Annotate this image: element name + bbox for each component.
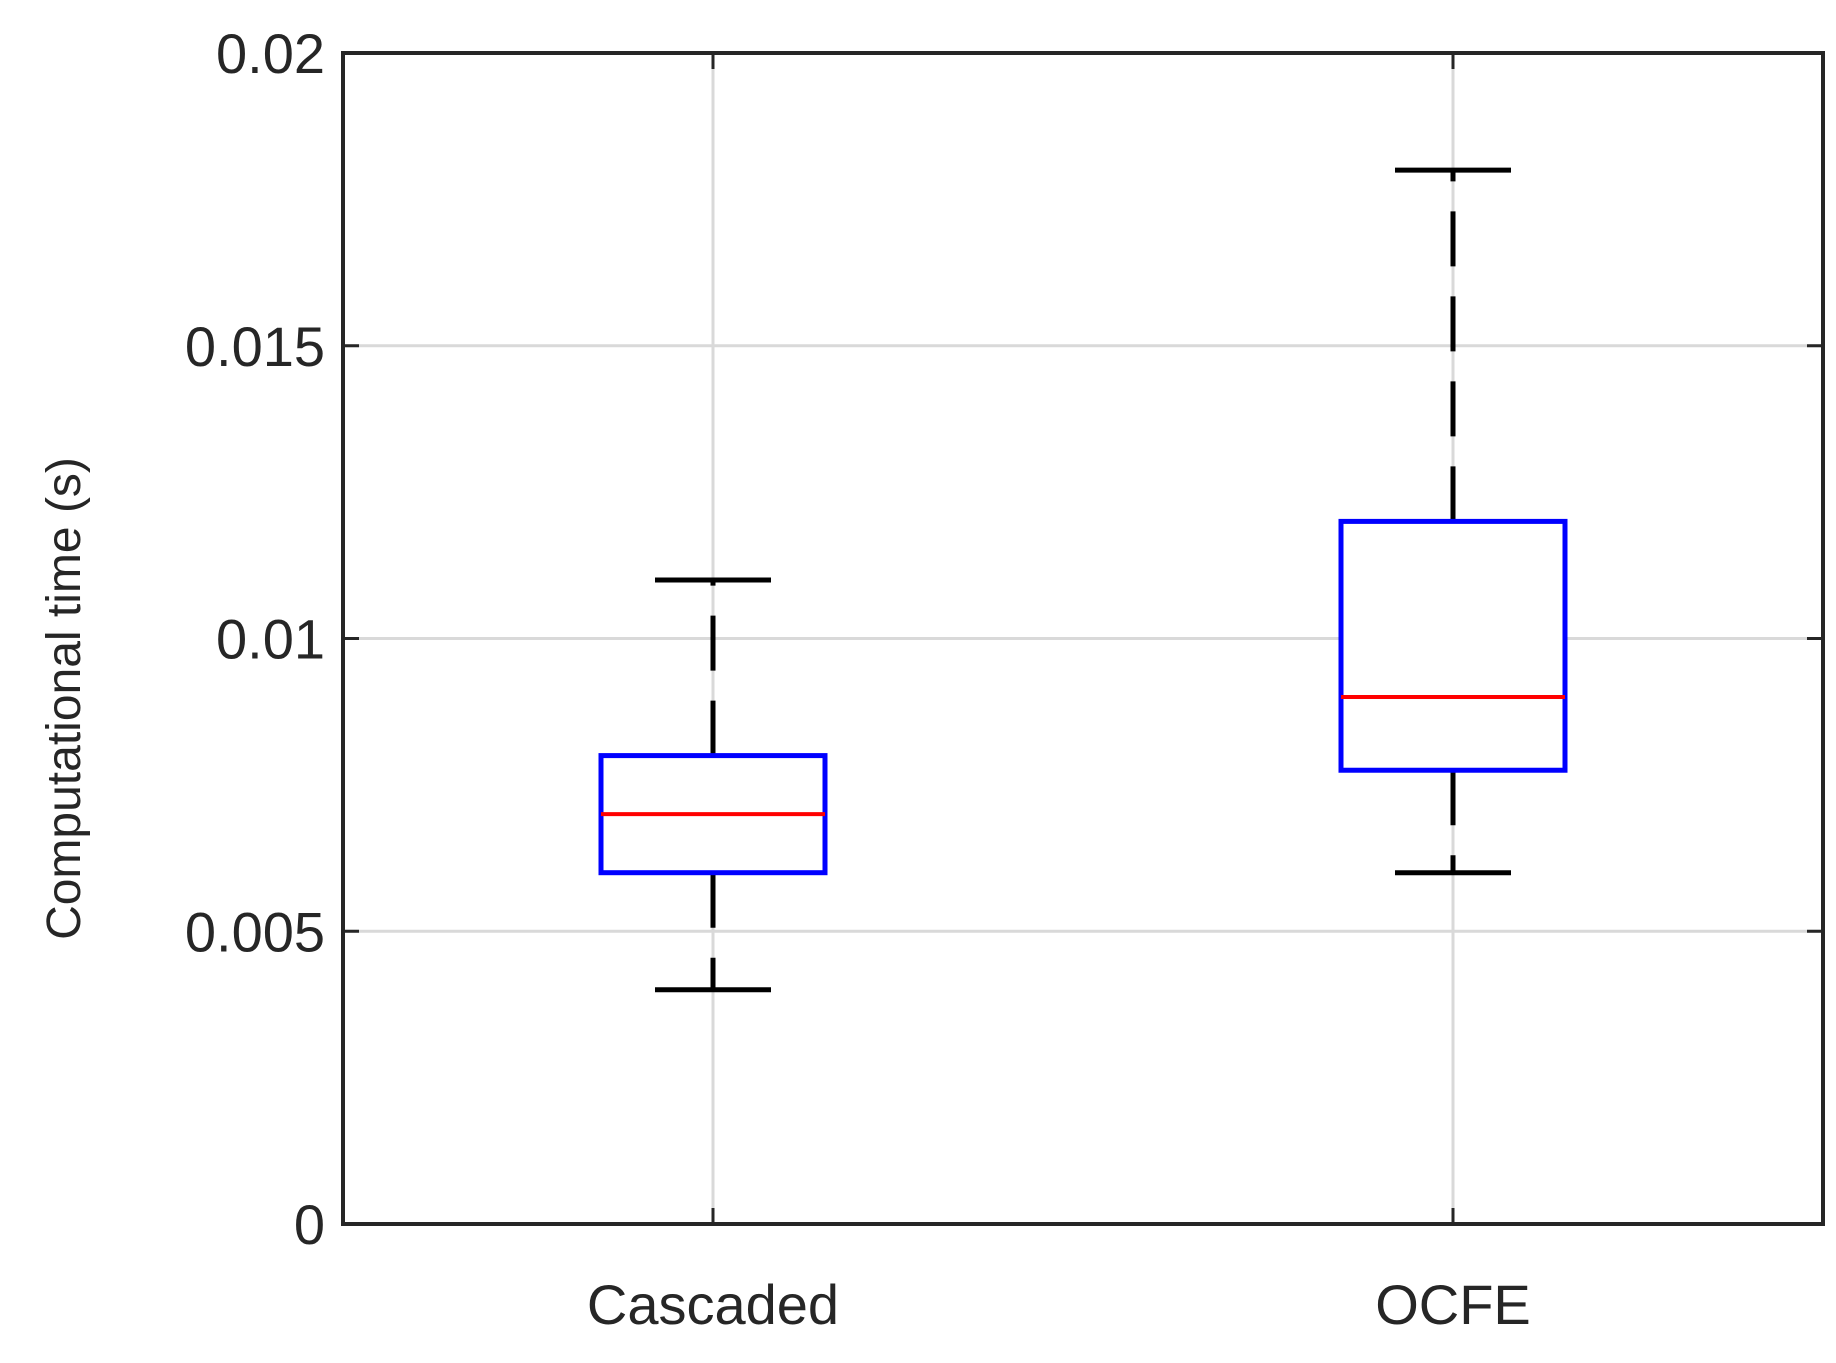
- box-cascaded: [598, 577, 828, 993]
- y-tick-label: 0.01: [216, 608, 325, 671]
- x-category-label: OCFE: [1375, 1273, 1531, 1336]
- y-tick-label: 0.015: [185, 315, 325, 378]
- y-tick-label: 0.02: [216, 22, 325, 85]
- box-ocfe: [1338, 167, 1568, 876]
- iqr-box: [1338, 518, 1568, 773]
- y-axis-label: Computational time (s): [38, 457, 91, 940]
- plot-frame: [341, 51, 1825, 1226]
- x-category-label: Cascaded: [587, 1273, 839, 1336]
- box-layer: [598, 167, 1568, 993]
- label-layer: 0 0.005 0.01 0.015 0.02 Cascaded OCFE Computati…: [38, 22, 1531, 1336]
- y-tick-label: 0: [294, 1193, 325, 1256]
- axis-layer: [341, 51, 1825, 1226]
- grid-layer: [343, 51, 1823, 1226]
- y-tick-label: 0.005: [185, 900, 325, 963]
